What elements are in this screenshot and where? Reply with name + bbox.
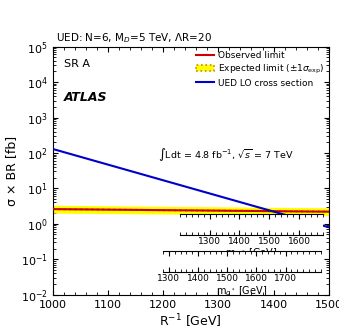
X-axis label: m$_{Q^*}$ [GeV]: m$_{Q^*}$ [GeV]: [225, 247, 278, 262]
Y-axis label: σ × BR [fb]: σ × BR [fb]: [5, 136, 18, 206]
Text: UED: N=6, M$_D$=5 TeV, ΛR=20: UED: N=6, M$_D$=5 TeV, ΛR=20: [56, 31, 212, 45]
Text: $\int$Ldt = 4.8 fb$^{-1}$, $\sqrt{s}$ = 7 TeV: $\int$Ldt = 4.8 fb$^{-1}$, $\sqrt{s}$ = …: [158, 146, 294, 163]
X-axis label: m$_{g^*}$ [GeV]: m$_{g^*}$ [GeV]: [216, 284, 267, 299]
X-axis label: R$^{-1}$ [GeV]: R$^{-1}$ [GeV]: [159, 312, 222, 330]
Text: SR A: SR A: [64, 59, 89, 69]
Legend: Observed limit, Expected limit ($\pm1\sigma_\mathrm{exp}$), UED LO cross section: Observed limit, Expected limit ($\pm1\si…: [196, 51, 324, 88]
Text: ATLAS: ATLAS: [64, 91, 107, 104]
